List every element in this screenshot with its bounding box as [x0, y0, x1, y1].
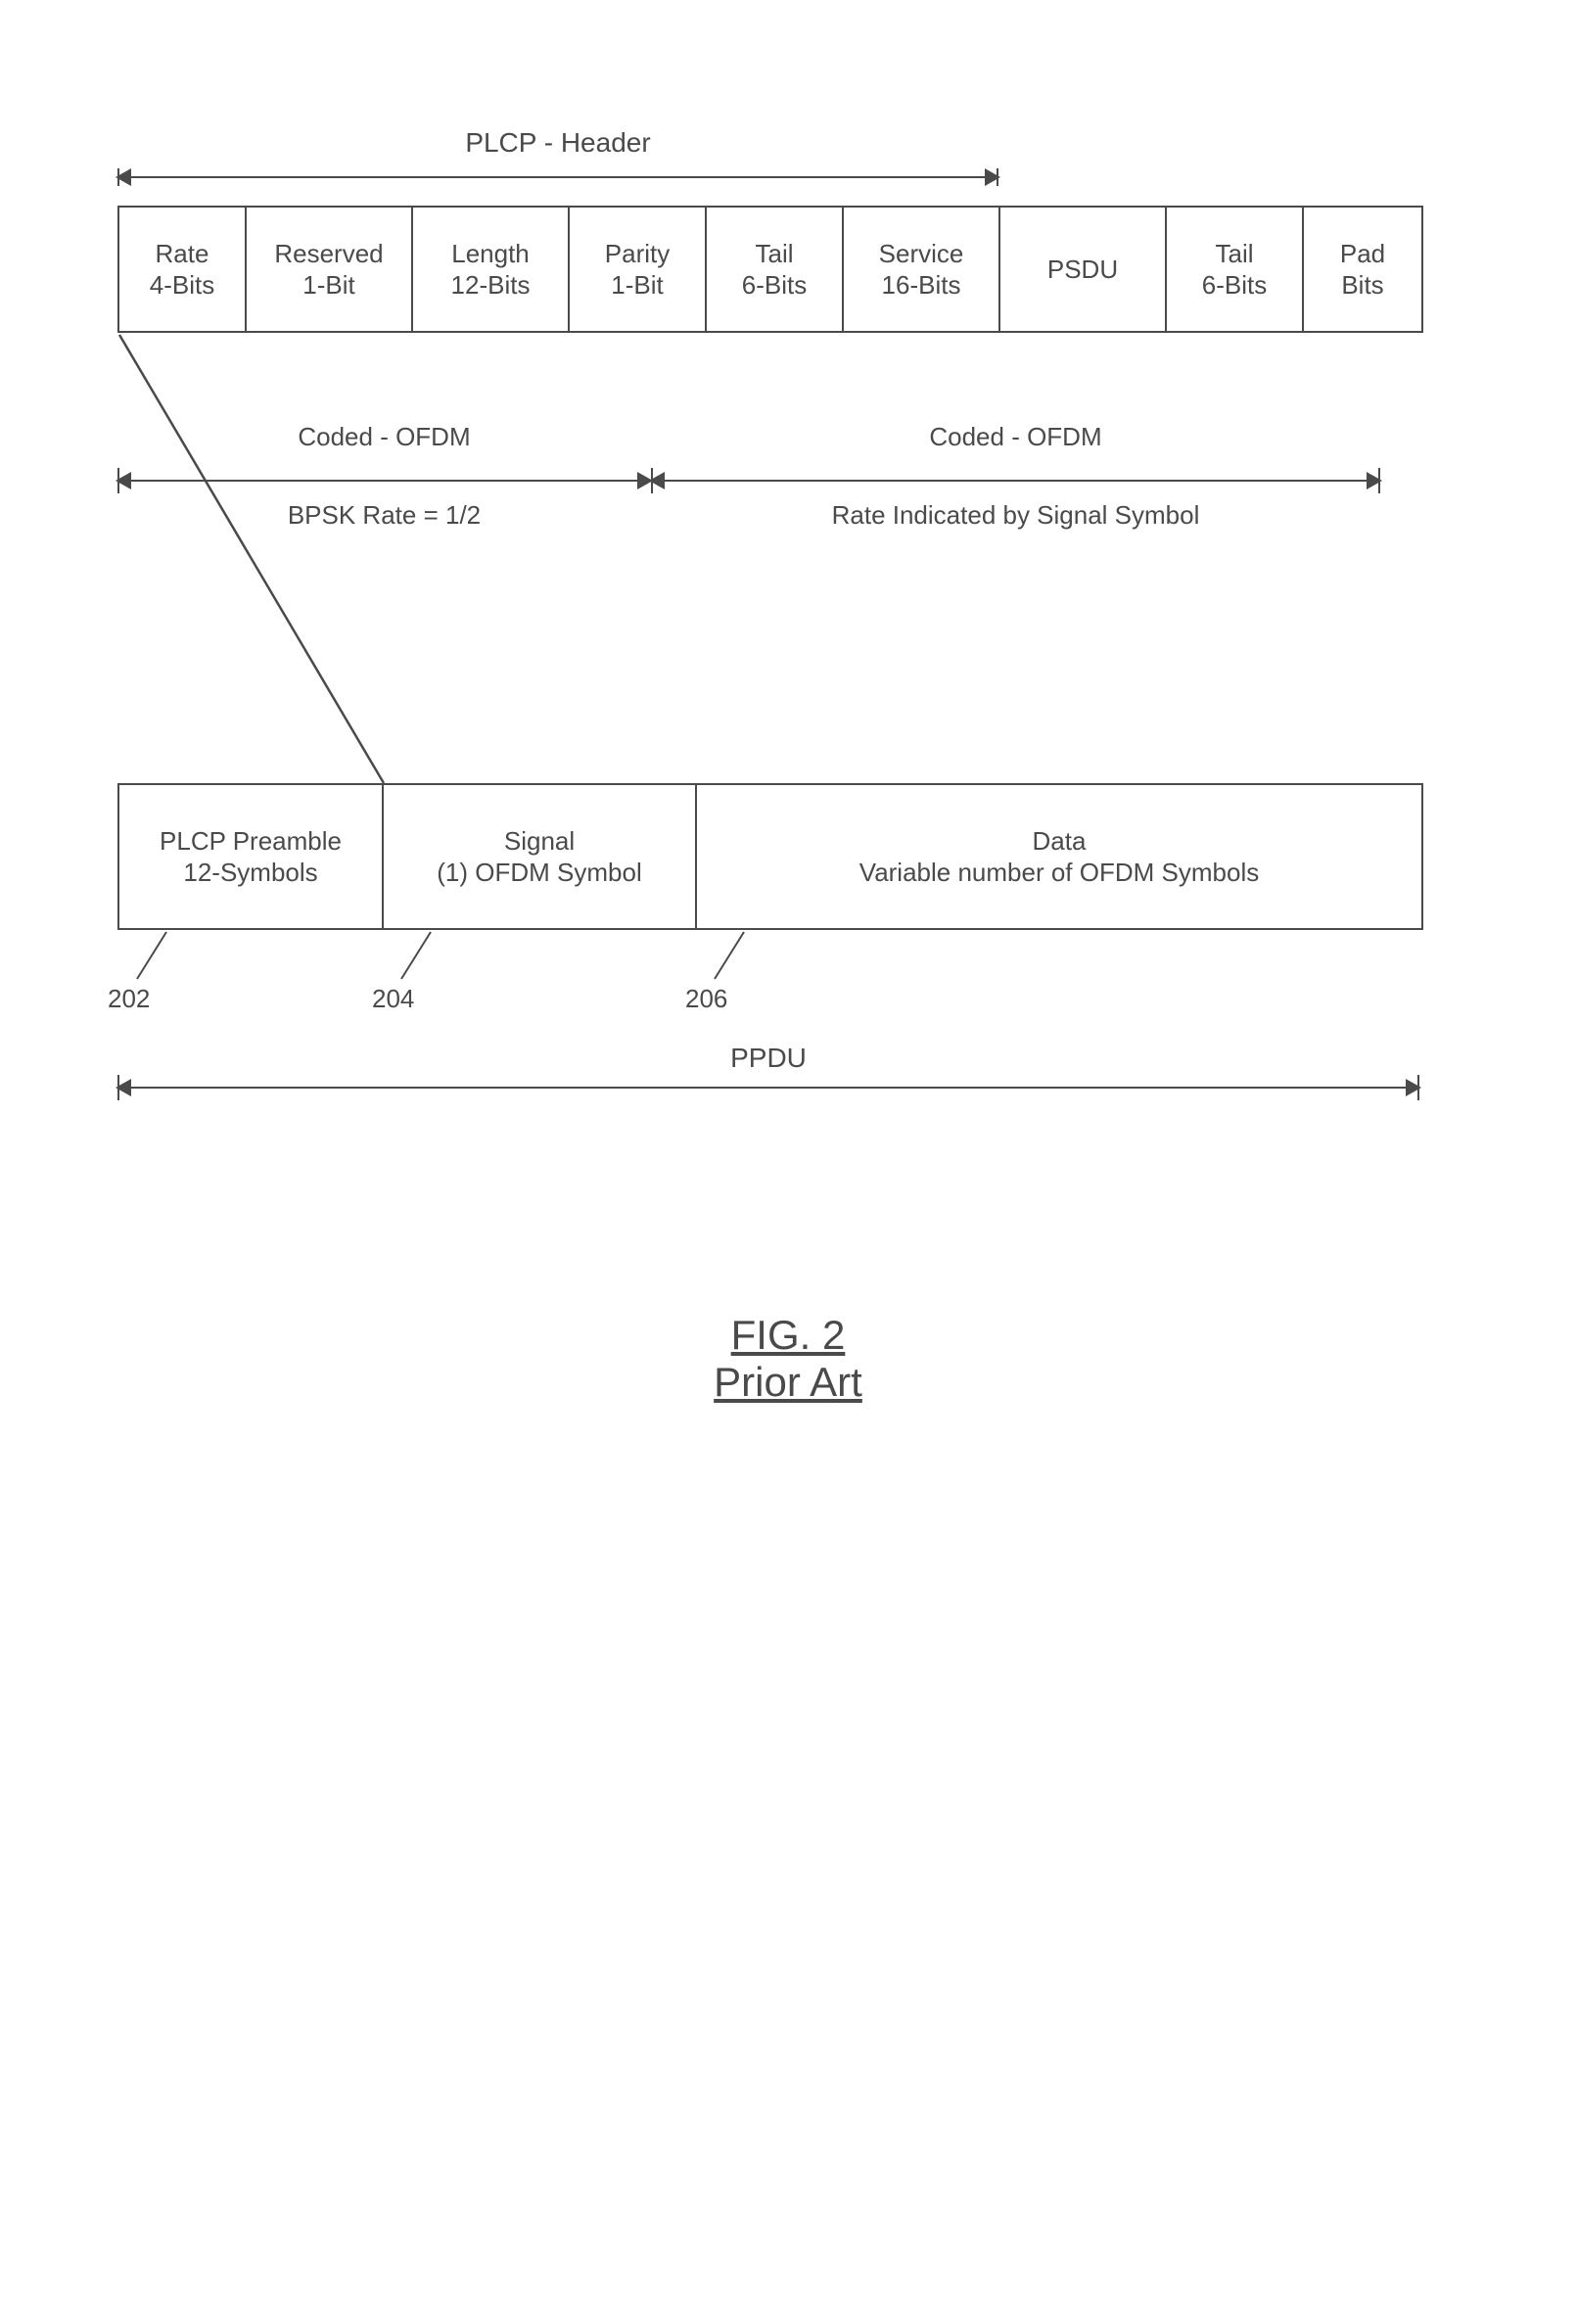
ref-text: 204 — [372, 984, 414, 1013]
field-sub: 4-Bits — [150, 269, 214, 302]
ref-206: 206 — [685, 984, 727, 1014]
mid-tick-center — [651, 468, 653, 493]
mid-tick-right — [1378, 468, 1380, 493]
ppdu-cell-line1: Data — [1033, 825, 1087, 858]
ref-202: 202 — [108, 984, 150, 1014]
field-pad: Pad Bits — [1304, 208, 1421, 331]
ppdu-data: Data Variable number of OFDM Symbols — [697, 785, 1421, 928]
field-label: Tail — [1215, 238, 1253, 270]
field-label: Service — [879, 238, 964, 270]
field-label: Reserved — [274, 238, 383, 270]
ppdu-arrow — [117, 1087, 1419, 1089]
field-sub: 16-Bits — [882, 269, 961, 302]
mid-right-line1: Coded - OFDM — [929, 422, 1101, 451]
field-sub: 1-Bit — [302, 269, 354, 302]
field-label: Pad — [1340, 238, 1385, 270]
mid-right-arrow — [651, 480, 1380, 482]
field-sub: 1-Bit — [611, 269, 663, 302]
field-label: Length — [451, 238, 530, 270]
mid-left-label: Coded - OFDM — [117, 421, 651, 454]
caption-line1: FIG. 2 — [78, 1312, 1498, 1359]
field-sub: 12-Bits — [451, 269, 531, 302]
mid-right-line2: Rate Indicated by Signal Symbol — [832, 500, 1200, 530]
ref-204: 204 — [372, 984, 414, 1014]
field-label: Parity — [605, 238, 670, 270]
plcp-frame-diagram: PLCP - Header Rate 4-Bits Reserved 1-Bit… — [78, 59, 1499, 1625]
fields-row: Rate 4-Bits Reserved 1-Bit Length 12-Bit… — [117, 206, 1423, 333]
field-sub: 6-Bits — [742, 269, 807, 302]
mid-left-line2: BPSK Rate = 1/2 — [288, 500, 481, 530]
ppdu-cell-line2: (1) OFDM Symbol — [437, 857, 641, 889]
field-reserved: Reserved 1-Bit — [247, 208, 413, 331]
header-tick-left — [117, 168, 119, 186]
ppdu-row: PLCP Preamble 12-Symbols Signal (1) OFDM… — [117, 783, 1423, 930]
ppdu-tick-left — [117, 1075, 119, 1100]
header-tick-right — [997, 168, 998, 186]
ppdu-cell-line1: PLCP Preamble — [160, 825, 342, 858]
figure-caption: FIG. 2 Prior Art — [78, 1312, 1498, 1406]
field-tail2: Tail 6-Bits — [1167, 208, 1304, 331]
mid-left-arrow — [117, 480, 651, 482]
ppdu-cell-line2: Variable number of OFDM Symbols — [859, 857, 1259, 889]
field-psdu: PSDU — [1000, 208, 1167, 331]
field-service: Service 16-Bits — [844, 208, 1000, 331]
plcp-header-label: PLCP - Header — [117, 127, 998, 159]
field-label: Rate — [156, 238, 209, 270]
mid-tick-left — [117, 468, 119, 493]
ref-text: 202 — [108, 984, 150, 1013]
ppdu-cell-line1: Signal — [504, 825, 575, 858]
field-label: Tail — [755, 238, 793, 270]
caption-fig: FIG. 2 — [731, 1312, 846, 1358]
plcp-header-text: PLCP - Header — [465, 127, 650, 158]
field-length: Length 12-Bits — [413, 208, 570, 331]
mid-left-label2: BPSK Rate = 1/2 — [117, 499, 651, 533]
field-sub: Bits — [1341, 269, 1383, 302]
mid-right-label2: Rate Indicated by Signal Symbol — [651, 499, 1380, 533]
ppdu-preamble: PLCP Preamble 12-Symbols — [119, 785, 384, 928]
ppdu-label: PPDU — [117, 1043, 1419, 1074]
mid-left-line1: Coded - OFDM — [298, 422, 470, 451]
ppdu-signal: Signal (1) OFDM Symbol — [384, 785, 697, 928]
caption-priorart: Prior Art — [714, 1359, 862, 1405]
field-parity: Parity 1-Bit — [570, 208, 707, 331]
field-tail1: Tail 6-Bits — [707, 208, 844, 331]
ppdu-text: PPDU — [730, 1043, 807, 1073]
field-sub: 6-Bits — [1202, 269, 1267, 302]
caption-line2: Prior Art — [78, 1359, 1498, 1406]
mid-right-label: Coded - OFDM — [651, 421, 1380, 454]
plcp-header-arrow — [117, 176, 998, 178]
field-label: PSDU — [1047, 254, 1118, 286]
ppdu-cell-line2: 12-Symbols — [183, 857, 317, 889]
field-rate: Rate 4-Bits — [119, 208, 247, 331]
ref-text: 206 — [685, 984, 727, 1013]
ppdu-tick-right — [1417, 1075, 1419, 1100]
